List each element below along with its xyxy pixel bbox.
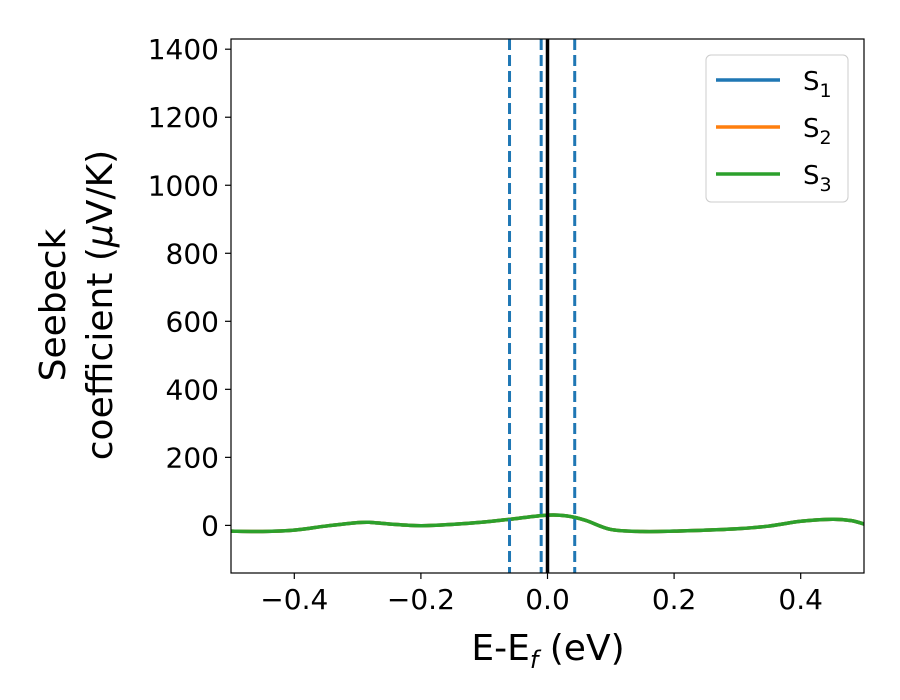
legend-label-s1: S1 (803, 67, 832, 102)
x-tick-label: −0.4 (260, 583, 328, 616)
plot-marks (231, 39, 864, 573)
y-tick-label: 0 (201, 509, 219, 542)
y-tick-label: 200 (166, 441, 219, 474)
y-tick-label: 1200 (148, 101, 219, 134)
x-axis-label: E-Ef (eV) (471, 628, 624, 674)
legend-label-s2: S2 (803, 114, 832, 149)
y-tick-label: 400 (166, 373, 219, 406)
x-tick-label: 0.4 (778, 583, 823, 616)
y-axis-ticks: 0 200 400 600 800 1000 1200 1400 (148, 33, 231, 542)
y-tick-label: 800 (166, 237, 219, 270)
x-tick-label: −0.2 (387, 583, 455, 616)
y-tick-label: 1400 (148, 33, 219, 66)
legend: S1 S2 S3 (705, 54, 849, 203)
y-axis-label-line2: coefficient (μV/K) (80, 150, 121, 460)
x-tick-label: 0.2 (652, 583, 697, 616)
x-axis-ticks: −0.4 −0.2 0.0 0.2 0.4 (260, 573, 823, 616)
y-axis-label-line1: Seebeck (33, 228, 74, 381)
series-line-s3 (231, 513, 864, 534)
x-tick-label: 0.0 (525, 583, 570, 616)
plot-area (231, 39, 864, 573)
legend-label-s3: S3 (803, 161, 832, 196)
y-tick-label: 1000 (148, 169, 219, 202)
y-tick-label: 600 (166, 305, 219, 338)
